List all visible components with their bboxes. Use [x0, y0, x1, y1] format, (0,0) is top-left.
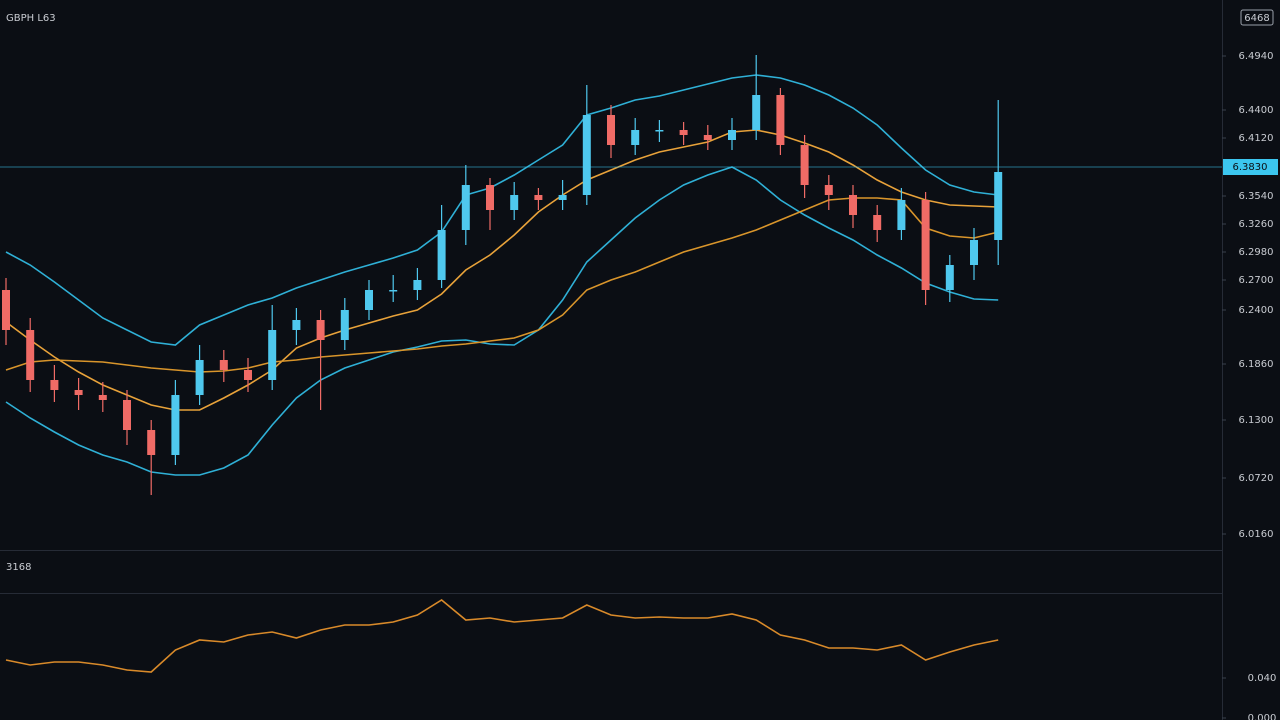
- candle-body: [316, 320, 325, 340]
- toolbar-button[interactable]: [1240, 9, 1274, 26]
- candle-body: [219, 360, 228, 370]
- indicator-line: [5, 599, 999, 673]
- candle-body: [631, 130, 640, 145]
- candle-body: [292, 320, 301, 330]
- indicator-tick-label: 0.040: [1248, 673, 1277, 684]
- candle-body: [461, 185, 470, 230]
- price-tag-label: 6.3830: [1233, 162, 1268, 173]
- candle-body: [50, 380, 59, 390]
- candle-body: [776, 95, 785, 145]
- candle-body: [486, 185, 494, 210]
- candle-body: [98, 395, 107, 400]
- y-tick-label: 6.1300: [1239, 415, 1274, 426]
- candle-body: [655, 130, 664, 132]
- candle-body: [873, 215, 882, 230]
- candle-body: [679, 130, 688, 135]
- candle-body: [268, 330, 277, 380]
- candle-body: [244, 370, 252, 380]
- candle-body: [945, 265, 954, 290]
- candle-body: [824, 185, 833, 195]
- candle-body: [147, 430, 156, 455]
- candle-body: [607, 115, 615, 145]
- candle-body: [582, 115, 591, 195]
- candle-body: [994, 172, 1003, 240]
- toolbar-label[interactable]: 6468: [1244, 13, 1269, 24]
- candle-body: [728, 130, 736, 140]
- overlay-line: [5, 129, 999, 411]
- candle-body: [413, 280, 422, 290]
- y-tick-label: 6.2400: [1239, 305, 1274, 316]
- y-tick-label: 6.4940: [1239, 51, 1274, 62]
- indicator-label: 3168: [6, 562, 31, 573]
- y-tick-label: 6.3260: [1239, 219, 1274, 230]
- y-tick-label: 6.3540: [1239, 191, 1274, 202]
- candle-body: [897, 200, 906, 230]
- candle-body: [171, 395, 180, 455]
- candle-body: [74, 390, 83, 395]
- candle-body: [752, 95, 761, 130]
- candle-body: [2, 290, 10, 330]
- y-tick-label: 6.0720: [1239, 473, 1274, 484]
- candle-body: [510, 195, 519, 210]
- candle-body: [26, 330, 35, 380]
- price-tag: [1223, 159, 1278, 175]
- candle-body: [921, 200, 930, 290]
- candle-body: [389, 290, 398, 292]
- candle-body: [558, 195, 567, 200]
- candle-body: [340, 310, 349, 340]
- y-tick-label: 6.4400: [1239, 105, 1274, 116]
- overlay-line: [5, 74, 999, 346]
- overlay-line: [5, 197, 999, 373]
- y-tick-label: 6.0160: [1239, 529, 1274, 540]
- symbol-title: GBPH L63: [6, 13, 56, 24]
- candle-body: [365, 290, 373, 310]
- indicator-tick-label: 0.000: [1248, 713, 1277, 720]
- y-tick-label: 6.2980: [1239, 247, 1274, 258]
- candle-body: [849, 195, 857, 215]
- candle-body: [534, 195, 543, 200]
- candle-body: [703, 135, 712, 140]
- candle-body: [800, 145, 809, 185]
- candle-body: [195, 360, 204, 395]
- overlay-line: [5, 166, 999, 476]
- y-tick-label: 6.2700: [1239, 275, 1274, 286]
- y-tick-label: 6.4120: [1239, 133, 1274, 144]
- candle-body: [123, 400, 131, 430]
- candle-body: [970, 240, 978, 265]
- candle-body: [437, 230, 446, 280]
- y-tick-label: 6.1860: [1239, 359, 1274, 370]
